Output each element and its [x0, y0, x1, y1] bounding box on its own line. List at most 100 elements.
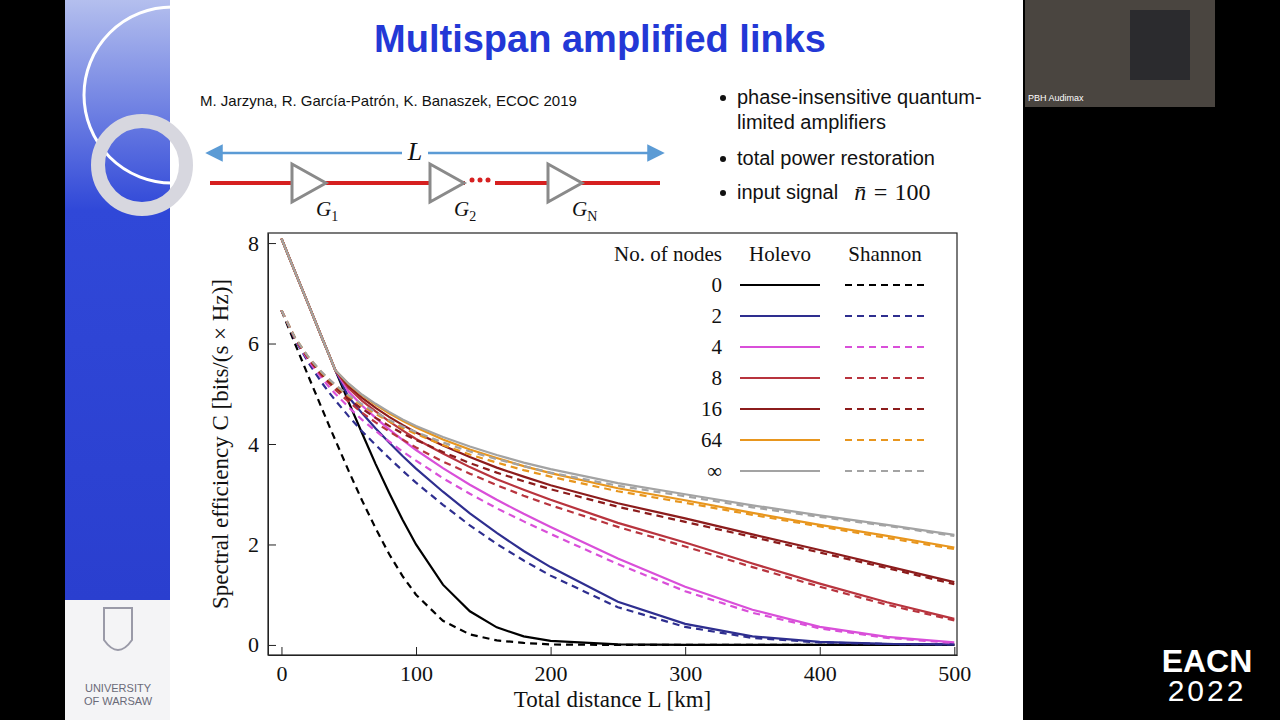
legend-swatch [845, 470, 925, 472]
y-tick: 0 [248, 632, 276, 657]
length-label: L [407, 137, 422, 166]
legend-swatch [740, 346, 820, 348]
logo-text: UNIVERSITY [85, 682, 152, 694]
bullet-text: phase-insensitive quantum- [737, 86, 982, 108]
input-signal-formula: n̄ =100 [854, 179, 930, 205]
logo-shield [104, 608, 132, 650]
x-axis-title: Total distance L [km] [514, 687, 711, 712]
input-signal-value: 100 [894, 179, 930, 205]
legend-swatch [740, 315, 820, 317]
y-axis: 0 2 4 6 8 [248, 231, 276, 658]
y-tick: 2 [248, 532, 276, 557]
side-band [65, 0, 170, 600]
amplifier-symbol: G [454, 197, 469, 221]
fiber [210, 181, 465, 185]
y-tick-label: 0 [248, 632, 259, 657]
y-axis-title: Spectral efficiency C [bits/(s × Hz)] [208, 279, 233, 609]
amplifier-symbol: G [572, 197, 587, 221]
x-tick-label: 400 [804, 661, 837, 686]
ellipsis-dot [486, 178, 491, 183]
bullet-text: limited amplifiers [737, 111, 886, 133]
legend-swatch [740, 470, 820, 472]
x-tick-mark [416, 647, 417, 655]
logo-panel [65, 600, 170, 720]
event-year: 2022 [1168, 674, 1247, 707]
legend-title: No. of nodes [614, 242, 722, 266]
series-line [281, 310, 954, 584]
x-tick-mark [551, 647, 552, 655]
plot-area [281, 239, 954, 645]
x-tick-mark [281, 647, 282, 655]
citation: M. Jarzyna, R. García-Patrón, K. Banasze… [200, 92, 577, 109]
y-tick-label: 4 [248, 432, 259, 457]
series-line [281, 310, 954, 536]
series-line [281, 310, 954, 620]
series-line [281, 239, 954, 548]
bullet-text: total power restoration [737, 147, 935, 169]
bullet-dot [720, 156, 726, 162]
legend-swatch [845, 439, 925, 441]
x-tick: 100 [400, 647, 433, 686]
x-axis: 0 100 200 300 400 500 [269, 647, 972, 686]
x-tick-label: 0 [276, 661, 287, 686]
series-line [281, 239, 954, 645]
amplifier-index: 1 [331, 209, 338, 224]
amplifier-label: G2 [454, 197, 476, 224]
slide-background [65, 0, 1023, 720]
legend-swatch [845, 284, 925, 286]
y-tick-mark [268, 645, 276, 646]
legend: No. of nodesHolevoShannon02481664∞ [614, 242, 925, 483]
x-axis-line [269, 655, 958, 656]
logo-text: OF WARSAW [84, 695, 153, 707]
legend-label: 64 [701, 428, 723, 452]
bullet-dot [720, 95, 726, 101]
y-tick-label: 8 [248, 231, 259, 256]
series-line [281, 310, 954, 644]
decor-ring [98, 121, 186, 209]
plot-frame [268, 233, 957, 655]
series-line [281, 239, 954, 535]
x-tick-label: 500 [938, 661, 971, 686]
legend-swatch [740, 408, 820, 410]
x-tick: 200 [535, 647, 568, 686]
ellipsis-dot [470, 178, 475, 183]
legend-swatch [845, 315, 925, 317]
legend-label: 4 [712, 335, 723, 359]
legend-column-title: Holevo [749, 242, 811, 266]
legend-label: 2 [712, 304, 723, 328]
bullet-text: input signal [737, 181, 838, 203]
slide-title: Multispan amplified links [374, 18, 826, 60]
y-tick-mark [268, 344, 276, 345]
y-tick-label: 6 [248, 331, 259, 356]
camera-view [1025, 0, 1215, 107]
legend-swatch [740, 439, 820, 441]
series-line [281, 239, 954, 619]
legend-swatch [740, 284, 820, 286]
legend-label: 0 [712, 273, 723, 297]
x-tick-mark [820, 647, 821, 655]
series-line [281, 310, 954, 549]
x-tick-label: 300 [669, 661, 702, 686]
legend-label: ∞ [707, 459, 722, 483]
x-tick-mark [954, 647, 955, 655]
legend-label: 16 [701, 397, 722, 421]
amplifier-index: N [587, 209, 597, 224]
series-line [281, 239, 954, 643]
amplifier-label: GN [572, 197, 597, 224]
legend-swatch [845, 377, 925, 379]
y-tick-label: 2 [248, 532, 259, 557]
x-tick-mark [685, 647, 686, 655]
legend-swatch [845, 346, 925, 348]
plot-background [268, 233, 957, 655]
series-line [281, 239, 954, 645]
x-tick: 300 [669, 647, 702, 686]
legend-swatch [740, 377, 820, 379]
legend-label: 8 [712, 366, 723, 390]
amplifier-label: G1 [316, 197, 338, 224]
camera-label: PBH Audimax [1028, 93, 1084, 103]
series-line [281, 310, 954, 645]
length-arrow [214, 152, 656, 155]
bullet-dot [720, 190, 726, 196]
x-tick: 400 [804, 647, 837, 686]
y-tick-mark [268, 444, 276, 445]
